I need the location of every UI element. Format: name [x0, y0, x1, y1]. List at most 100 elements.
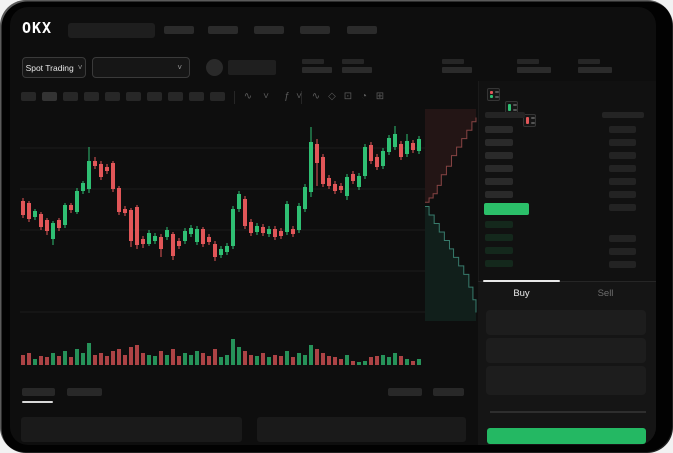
price-chart[interactable]	[10, 7, 656, 445]
timeframe-button-1[interactable]	[21, 92, 36, 101]
candle-body	[87, 161, 91, 189]
volume-bar	[135, 345, 139, 365]
volume-bar	[111, 351, 115, 365]
volume-bar	[261, 353, 265, 365]
candle-body	[285, 204, 289, 232]
pair-dropdown[interactable]: ˅	[92, 57, 190, 78]
volume-bar	[153, 356, 157, 365]
volume-bar	[285, 351, 289, 365]
ask-price-row[interactable]	[485, 126, 513, 133]
bottom-bar-action-1[interactable]	[388, 388, 422, 396]
total-field[interactable]	[486, 366, 646, 395]
pair-name-placeholder	[228, 60, 276, 75]
candle-body	[297, 206, 301, 230]
orderbook-price-header	[485, 112, 525, 118]
timeframe-button-4[interactable]	[84, 92, 99, 101]
ask-price-row[interactable]	[485, 191, 513, 198]
volume-bar	[315, 349, 319, 365]
stat-value-5	[578, 67, 612, 73]
volume-bar	[273, 355, 277, 365]
bid-price-row[interactable]	[485, 221, 513, 228]
ask-price-row[interactable]	[485, 152, 513, 159]
volume-bar	[87, 343, 91, 365]
candle-body	[147, 233, 151, 244]
timeframe-button-6[interactable]	[126, 92, 141, 101]
market-type-dropdown[interactable]: Spot Trading ˅	[22, 57, 86, 78]
timeframe-button-9[interactable]	[189, 92, 204, 101]
ask-price-row[interactable]	[485, 139, 513, 146]
candle-style-chevron-icon[interactable]: ˅	[263, 91, 269, 102]
last-price-badge[interactable]	[484, 203, 529, 215]
search-input[interactable]	[68, 23, 155, 38]
nav-item-5[interactable]	[347, 26, 377, 34]
bottom-tab-order-history[interactable]	[67, 388, 102, 396]
bottom-tab-open-orders[interactable]	[22, 388, 55, 396]
book-asks-view-icon[interactable]	[523, 114, 536, 127]
tab-sell[interactable]: Sell	[597, 288, 614, 299]
indicators-icon[interactable]: ƒ	[284, 91, 290, 102]
volume-bar	[165, 355, 169, 365]
bid-price-row[interactable]	[485, 260, 513, 267]
nav-item-1[interactable]	[164, 26, 194, 34]
timeframe-button-5[interactable]	[105, 92, 120, 101]
candle-body	[357, 176, 361, 187]
okx-logo[interactable]: OKX	[22, 19, 53, 37]
fullscreen-icon[interactable]: ⊞	[375, 91, 385, 102]
candle-body	[291, 229, 295, 234]
candle-body	[333, 184, 337, 191]
candle-body	[279, 231, 283, 236]
bid-price-row[interactable]	[485, 234, 513, 241]
bid-amount-row	[609, 248, 636, 255]
timeframe-button-3[interactable]	[63, 92, 78, 101]
amount-field[interactable]	[486, 338, 646, 363]
volume-bar	[81, 353, 85, 365]
timeframe-button-2[interactable]	[42, 92, 57, 101]
book-combined-view-icon[interactable]	[487, 88, 500, 101]
candle-body	[261, 227, 265, 233]
top-nav	[10, 7, 656, 47]
ask-amount-row	[609, 165, 636, 172]
nav-item-4[interactable]	[300, 26, 330, 34]
line-tools-icon[interactable]: ∿	[311, 91, 321, 102]
candle-body	[141, 239, 145, 244]
history-clock-icon[interactable]: ◔	[360, 91, 368, 102]
timeframe-button-7[interactable]	[147, 92, 162, 101]
volume-bar	[327, 356, 331, 365]
candle-body	[159, 237, 163, 249]
volume-bar	[399, 356, 403, 365]
tab-buy[interactable]: Buy	[513, 288, 530, 299]
ask-amount-row	[609, 178, 636, 185]
screenshot-icon[interactable]: ⊡	[343, 91, 353, 102]
volume-bar	[219, 357, 223, 365]
toolbar-divider	[234, 91, 235, 104]
timeframe-button-8[interactable]	[168, 92, 183, 101]
volume-bar	[21, 355, 25, 365]
candle-body	[105, 167, 109, 171]
candle-body	[99, 164, 103, 177]
buy-submit-button[interactable]	[487, 428, 646, 444]
candle-body	[39, 214, 43, 227]
nav-item-3[interactable]	[254, 26, 284, 34]
volume-bar	[417, 359, 421, 365]
bid-price-row[interactable]	[485, 247, 513, 254]
candle-body	[117, 188, 121, 212]
candle-body	[177, 241, 181, 246]
bottom-bar-action-2[interactable]	[433, 388, 464, 396]
candle-style-icon[interactable]: ∿	[243, 91, 253, 102]
timeframe-button-10[interactable]	[210, 92, 225, 101]
price-field[interactable]	[486, 310, 646, 335]
ask-price-row[interactable]	[485, 165, 513, 172]
amount-slider-track[interactable]	[490, 411, 646, 413]
volume-bar	[141, 353, 145, 365]
chevron-down-icon: ˅	[77, 62, 83, 72]
bottom-tab-active-underline	[22, 401, 53, 403]
draw-tool-icon[interactable]: ◇	[328, 91, 336, 102]
volume-bar	[297, 353, 301, 365]
nav-item-2[interactable]	[208, 26, 238, 34]
panel-divider	[478, 281, 656, 282]
volume-bar	[51, 353, 55, 365]
ask-price-row[interactable]	[485, 178, 513, 185]
chevron-down-icon: ˅	[177, 62, 182, 72]
volume-bar	[189, 355, 193, 365]
indicators-chevron-icon[interactable]: ˅	[296, 91, 302, 102]
